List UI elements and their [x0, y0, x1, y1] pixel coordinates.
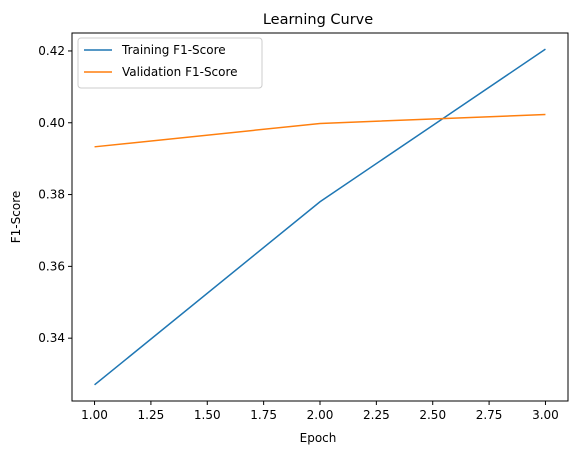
- chart-title: Learning Curve: [263, 12, 373, 28]
- x-axis: 1.00 1.25 1.50 1.75 2.00 2.25 2.50 2.75 3.00: [81, 401, 559, 422]
- x-tick-label: 1.75: [250, 408, 277, 422]
- legend-label: Validation F1-Score: [122, 65, 238, 79]
- y-axis-label: F1-Score: [9, 191, 23, 243]
- x-tick-label: 2.75: [476, 408, 503, 422]
- x-tick-label: 1.00: [81, 408, 108, 422]
- y-tick-label: 0.34: [38, 331, 65, 345]
- series-line-training: [94, 48, 546, 386]
- x-axis-label: Epoch: [300, 431, 337, 445]
- series-lines: [94, 48, 546, 386]
- legend-box: [77, 37, 263, 89]
- x-tick-label: 2.50: [419, 408, 446, 422]
- y-tick-label: 0.36: [38, 259, 65, 273]
- x-tick-label: 3.00: [532, 408, 559, 422]
- x-tick-label: 2.25: [363, 408, 390, 422]
- x-tick-label: 2.00: [307, 408, 334, 422]
- y-axis: 0.34 0.36 0.38 0.40 0.42: [38, 44, 72, 345]
- series-line-validation: [94, 113, 546, 148]
- legend-label: Training F1-Score: [121, 43, 226, 57]
- y-tick-label: 0.42: [38, 44, 65, 58]
- x-tick-label: 1.25: [138, 408, 165, 422]
- y-tick-label: 0.38: [38, 188, 65, 202]
- y-tick-label: 0.40: [38, 116, 65, 130]
- x-tick-label: 1.50: [194, 408, 221, 422]
- legend: Training F1-Score Validation F1-Score: [77, 37, 263, 89]
